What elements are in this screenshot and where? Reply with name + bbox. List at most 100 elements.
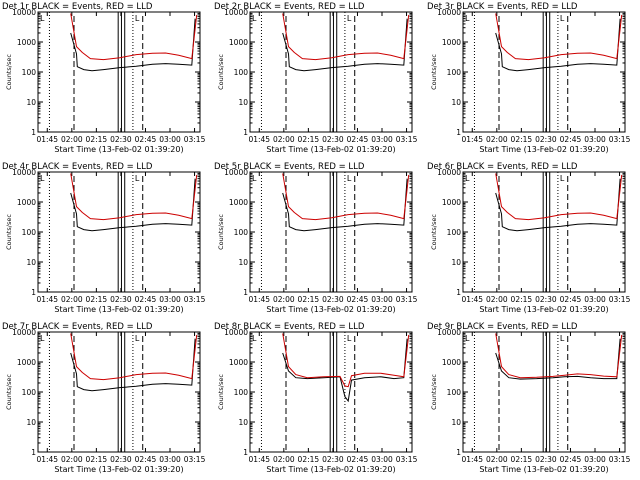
panel-title: Det 4r BLACK = Events, RED = LLD bbox=[2, 162, 153, 172]
plot-frame bbox=[462, 331, 626, 453]
x-tick-label: 03:00 bbox=[159, 455, 181, 464]
panel-6: Det 6r BLACK = Events, RED = LLD 1 10 100 10… bbox=[427, 162, 631, 314]
annotation-label: L bbox=[135, 14, 140, 23]
y-tick-label: 1000 bbox=[229, 38, 248, 47]
x-tick-label: 02:45 bbox=[347, 295, 369, 304]
events-series-line bbox=[70, 338, 196, 392]
annotation-label: L bbox=[40, 14, 45, 23]
y-tick-label: 100 bbox=[234, 388, 249, 397]
y-tick-label: 1 bbox=[31, 128, 36, 137]
x-tick-label: 02:00 bbox=[273, 455, 295, 464]
x-tick-label: 02:00 bbox=[273, 135, 295, 144]
x-axis-label: Start Time (13-Feb-02 01:39:20) bbox=[54, 305, 183, 314]
panel-title: Det 7r BLACK = Events, RED = LLD bbox=[2, 322, 153, 332]
panel-9: Det 9r BLACK = Events, RED = LLD 1 10 100 10… bbox=[427, 322, 631, 474]
y-tick-label: 100 bbox=[234, 68, 249, 77]
y-tick-label: 1000 bbox=[442, 38, 461, 47]
x-tick-label: 02:30 bbox=[535, 455, 557, 464]
x-axis-label: Start Time (13-Feb-02 01:39:20) bbox=[479, 305, 608, 314]
x-tick-label: 01:45 bbox=[461, 135, 483, 144]
x-axis-label: Start Time (13-Feb-02 01:39:20) bbox=[266, 305, 395, 314]
x-tick-label: 03:00 bbox=[371, 295, 393, 304]
panel-7: Det 7r BLACK = Events, RED = LLD 1 10 100 10… bbox=[2, 322, 206, 474]
y-tick-label: 100 bbox=[22, 68, 37, 77]
y-tick-label: 100 bbox=[22, 388, 37, 397]
x-tick-label: 02:45 bbox=[135, 455, 157, 464]
panel-title: Det 2r BLACK = Events, RED = LLD bbox=[214, 2, 365, 12]
y-tick-label: 1 bbox=[243, 288, 248, 297]
x-tick-label: 02:45 bbox=[560, 295, 582, 304]
panel-3: Det 3r BLACK = Events, RED = LLD 1 10 100 10… bbox=[427, 2, 631, 154]
y-tick-label: 10 bbox=[238, 98, 248, 107]
panel-4: Det 4r BLACK = Events, RED = LLD 1 10 100 10… bbox=[2, 162, 206, 314]
x-tick-label: 02:00 bbox=[486, 135, 508, 144]
x-tick-label: 03:00 bbox=[371, 135, 393, 144]
y-tick-label: 10000 bbox=[437, 8, 461, 17]
x-tick-label: 01:45 bbox=[36, 455, 58, 464]
y-tick-label: 1000 bbox=[229, 198, 248, 207]
x-axis-label: Start Time (13-Feb-02 01:39:20) bbox=[54, 465, 183, 474]
panel-2: Det 2r BLACK = Events, RED = LLD 1 10 100 10… bbox=[214, 2, 418, 154]
x-tick-label: 02:00 bbox=[61, 455, 83, 464]
x-tick-label: 02:00 bbox=[273, 295, 295, 304]
events-series-line bbox=[282, 338, 408, 403]
x-tick-label: 03:00 bbox=[371, 455, 393, 464]
lld-series-line bbox=[70, 173, 198, 221]
annotation-label: L bbox=[347, 334, 352, 343]
x-axis-label: Start Time (13-Feb-02 01:39:20) bbox=[54, 145, 183, 154]
events-series-line bbox=[495, 178, 621, 232]
y-axis-label: Counts/sec bbox=[5, 214, 13, 250]
plot-frame bbox=[462, 11, 626, 133]
annotation-label: L bbox=[135, 174, 140, 183]
lld-series-line bbox=[282, 13, 410, 61]
x-tick-label: 02:15 bbox=[511, 135, 533, 144]
x-tick-label: 02:15 bbox=[86, 455, 108, 464]
y-tick-label: 1000 bbox=[17, 358, 36, 367]
x-tick-label: 02:00 bbox=[486, 455, 508, 464]
lld-series-line bbox=[495, 13, 623, 61]
x-axis-label: Start Time (13-Feb-02 01:39:20) bbox=[479, 145, 608, 154]
x-tick-label: 02:30 bbox=[322, 295, 344, 304]
events-series-line bbox=[282, 18, 408, 72]
y-tick-label: 10000 bbox=[224, 8, 248, 17]
x-tick-label: 02:45 bbox=[135, 295, 157, 304]
lld-series-line bbox=[495, 333, 623, 379]
y-tick-label: 10 bbox=[451, 98, 461, 107]
x-tick-label: 03:00 bbox=[159, 135, 181, 144]
y-tick-label: 10 bbox=[26, 418, 36, 427]
y-tick-label: 100 bbox=[22, 228, 37, 237]
y-tick-label: 10000 bbox=[224, 328, 248, 337]
x-tick-label: 02:00 bbox=[61, 295, 83, 304]
annotation-label: L bbox=[465, 334, 470, 343]
x-tick-label: 02:15 bbox=[298, 455, 320, 464]
y-tick-label: 10000 bbox=[437, 328, 461, 337]
events-series-line bbox=[282, 178, 408, 232]
x-axis-label: Start Time (13-Feb-02 01:39:20) bbox=[266, 465, 395, 474]
y-tick-label: 1 bbox=[31, 448, 36, 457]
x-tick-label: 03:00 bbox=[584, 295, 606, 304]
y-tick-label: 1 bbox=[243, 448, 248, 457]
y-tick-label: 10 bbox=[26, 258, 36, 267]
lld-series-line bbox=[70, 13, 198, 61]
lld-series-line bbox=[495, 173, 623, 221]
events-series-line bbox=[70, 178, 196, 232]
y-tick-label: 1 bbox=[456, 288, 461, 297]
x-tick-label: 02:45 bbox=[347, 135, 369, 144]
annotation-label: L bbox=[135, 334, 140, 343]
x-tick-label: 02:30 bbox=[110, 455, 132, 464]
annotation-label: L bbox=[40, 174, 45, 183]
panel-5: Det 5r BLACK = Events, RED = LLD 1 10 100 10… bbox=[214, 162, 418, 314]
y-tick-label: 1 bbox=[456, 128, 461, 137]
x-tick-label: 02:15 bbox=[86, 295, 108, 304]
y-tick-label: 10 bbox=[26, 98, 36, 107]
x-tick-label: 01:45 bbox=[248, 455, 270, 464]
x-tick-label: 01:45 bbox=[461, 455, 483, 464]
x-tick-label: 03:15 bbox=[609, 295, 631, 304]
y-tick-label: 10 bbox=[238, 418, 248, 427]
x-tick-label: 02:15 bbox=[298, 135, 320, 144]
lld-series-line bbox=[282, 173, 410, 221]
y-axis-label: Counts/sec bbox=[217, 214, 225, 250]
plot-frame bbox=[249, 331, 413, 453]
y-axis-label: Counts/sec bbox=[217, 374, 225, 410]
